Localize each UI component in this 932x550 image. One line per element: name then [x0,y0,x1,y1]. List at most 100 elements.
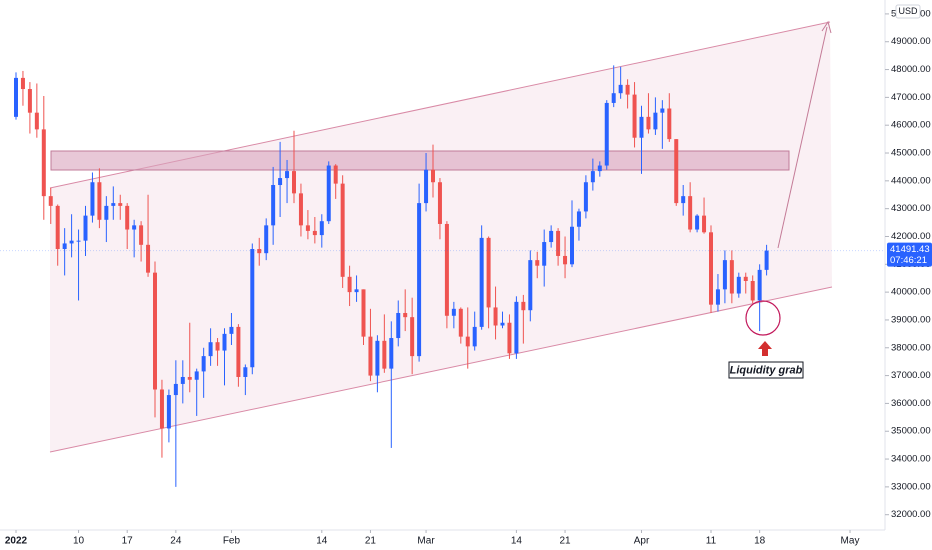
candle-body [403,312,408,318]
annotation-box [728,361,804,379]
candle-body [166,395,171,429]
candle-body [410,317,415,357]
up-arrow-icon [758,341,772,356]
candle-body [493,307,498,326]
candle-body [722,260,727,290]
x-tick-label: 11 [706,536,717,547]
candle-body [285,171,290,179]
candle-body [312,230,317,236]
candle-body [597,165,602,172]
candle-body [208,342,213,357]
candle-body [479,237,484,327]
x-tick-label: May [841,536,860,547]
candle-body [146,244,151,273]
annotation-label: Liquidity grab [730,364,803,376]
candle-body [118,203,123,206]
y-tick-label: 42000.00 [891,231,931,242]
candle-body [674,139,679,204]
candle-body [702,215,707,233]
candle-body [347,276,352,293]
candle-body [431,169,435,183]
candle-body [660,108,665,113]
currency: USD [898,6,918,16]
candle-body [389,338,394,369]
candle-body [90,182,95,216]
candle-body [396,312,401,339]
candle-body [55,205,60,250]
candle-body [125,205,130,230]
y-tick-label: 32000.00 [891,509,931,520]
candles [14,65,769,487]
x-tick-label: Mar [417,536,435,547]
candle-body [549,230,554,243]
y-tick-label: 45000.00 [891,148,931,159]
candle-body [243,367,248,377]
candle-body [264,225,269,254]
candle-body [305,225,310,231]
candle-body [576,211,581,227]
candle-body [521,301,526,311]
candle-body [326,165,331,222]
candle-body [139,225,144,245]
candle-body [271,185,276,226]
candle-body [292,171,296,194]
projection-arrow [777,26,828,249]
candle-body [187,376,192,380]
y-tick-label: 48000.00 [891,64,931,75]
y-tick-label: 35000.00 [891,426,931,437]
candle-body [97,182,102,220]
candle-body [437,182,442,224]
candle-body [215,342,220,351]
y-tick-label: 33000.00 [891,481,931,492]
candle-body [222,333,227,351]
candle-body [229,326,234,334]
candle-body [132,225,137,230]
candle-body [111,203,116,206]
candle-body [507,322,512,354]
candle-body [340,183,345,277]
candle-body [451,308,456,316]
candle-body [41,129,46,197]
x-tick-label: Apr [634,536,650,547]
candle-body [743,276,748,281]
candle-body [319,221,324,236]
candle-body [764,250,769,270]
candle-body [180,376,185,384]
candle-body [570,226,574,265]
candle-body [354,289,359,293]
projection-arrowhead [821,20,832,34]
candle-body [458,308,463,337]
candle-body [583,182,588,212]
candle-body [625,84,630,95]
currency-badge [895,4,921,19]
y-tick-label: 37000.00 [891,370,931,381]
candle-body [465,336,470,347]
y-tick-label: 44000.00 [891,175,931,186]
candle-body [542,242,547,266]
y-tick-label: 38000.00 [891,342,931,353]
candle-body [278,178,283,186]
x-tick-label: 21 [365,536,377,547]
candle-body [382,340,387,369]
candle-body [729,260,734,294]
x-tick-label: 24 [170,536,182,547]
x-tick-label: 10 [73,536,85,547]
candle-body [618,84,623,94]
candle-body [667,108,672,140]
axes: 32000.00 33000.00 34000.00 35000.00 36000.00… [0,8,932,547]
candle-body [535,260,540,266]
candle-body [472,326,477,347]
candle-body [201,356,206,372]
x-tick-label: Feb [223,536,241,547]
candle-body [361,289,366,337]
x-tick-label: 21 [559,536,571,547]
candle-body [736,276,741,294]
candle-body [444,223,449,316]
x-tick-label: 2022 [5,536,28,547]
candle-body [298,193,303,226]
candle-body [257,249,262,254]
candle-body [48,196,53,206]
candle-body [757,269,762,301]
x-tick-label: 18 [754,536,766,547]
candle-body [653,112,658,130]
